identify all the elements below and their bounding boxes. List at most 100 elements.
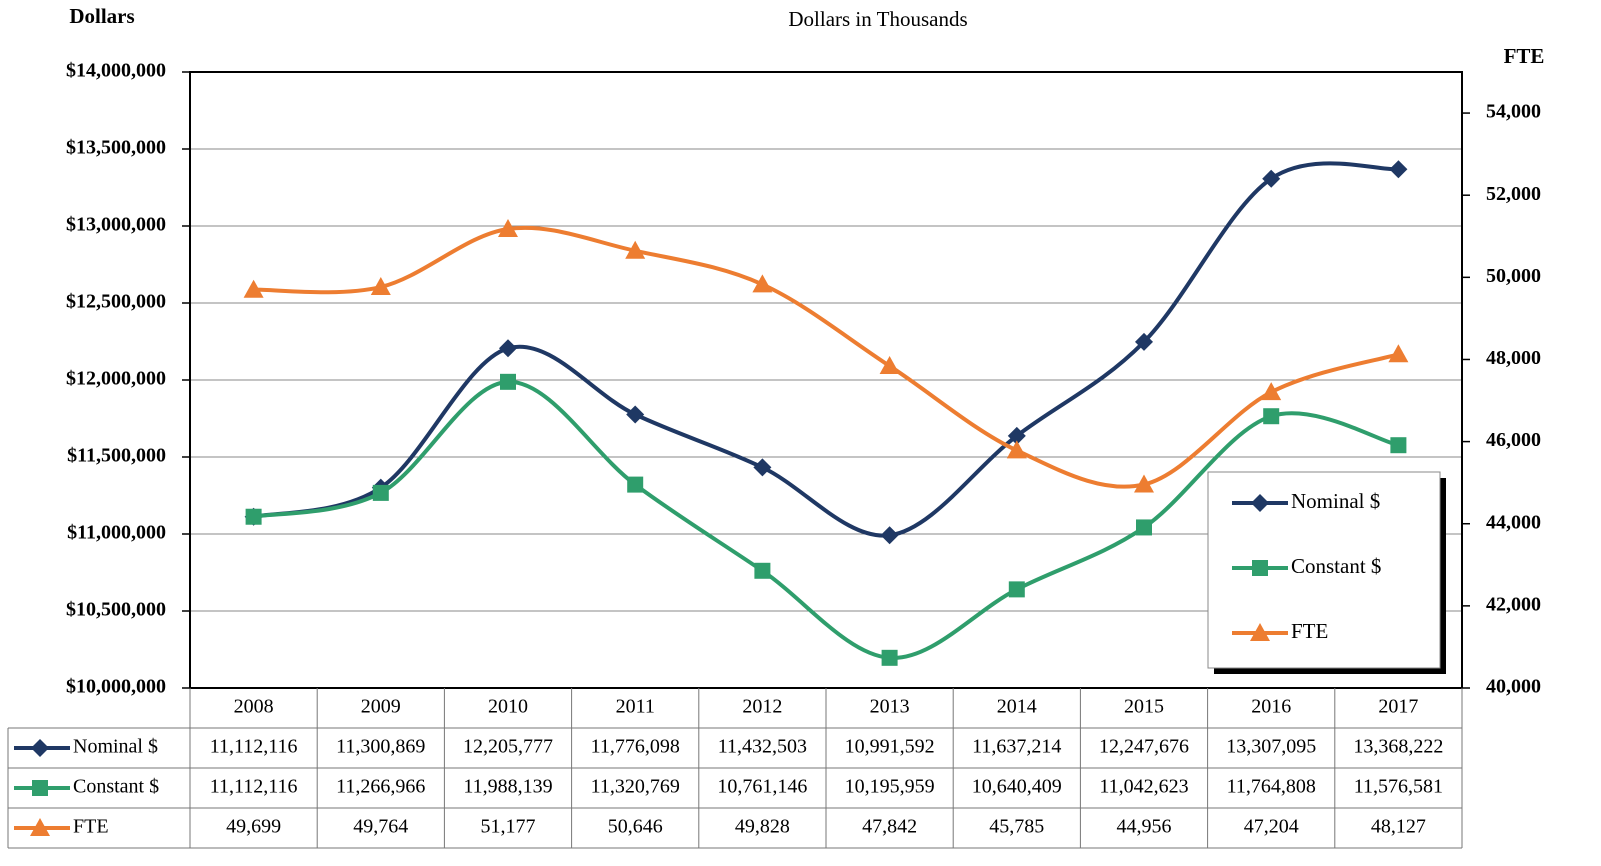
table-cell: 11,637,214	[972, 736, 1061, 758]
data-point	[500, 373, 516, 390]
table-row-label: FTE	[73, 816, 109, 838]
data-point	[1008, 581, 1025, 598]
table-cell: 12,247,676	[1099, 736, 1189, 758]
table-cell: 11,112,116	[210, 736, 298, 758]
table-cell: 49,699	[226, 816, 281, 838]
table-cell: 49,828	[735, 816, 790, 838]
x-tick-label: 2009	[361, 696, 401, 718]
y-tick-label: $10,000,000	[66, 676, 166, 698]
table-cell: 47,204	[1244, 816, 1299, 838]
legend: Nominal $ Constant $ FTE	[1207, 471, 1441, 669]
x-tick-label: 2015	[1124, 696, 1164, 718]
x-tick-label: 2008	[234, 696, 274, 718]
y-tick-label: $11,000,000	[67, 522, 166, 544]
legend-marker	[1252, 560, 1268, 576]
y2-tick-label: 46,000	[1486, 429, 1541, 451]
legend-label: FTE	[1291, 619, 1328, 643]
chart-title: Dollars in Thousands	[788, 7, 967, 31]
data-point	[880, 526, 899, 545]
legend-label: Nominal $	[1291, 489, 1380, 513]
table-cell: 11,764,808	[1227, 776, 1316, 798]
y-tick-label: $14,000,000	[66, 60, 166, 82]
legend-marker	[1250, 623, 1270, 641]
table-row-label: Nominal $	[73, 736, 158, 758]
x-tick-label: 2012	[742, 696, 782, 718]
data-point	[754, 562, 771, 579]
data-point	[1388, 344, 1409, 363]
table-cell: 47,842	[862, 816, 917, 838]
table-cell: 11,776,098	[591, 736, 680, 758]
series-line	[253, 161, 1399, 538]
y2-axis-label: FTE	[1504, 44, 1545, 68]
table-cell: 10,761,146	[717, 776, 807, 798]
y-axis-label: Dollars	[69, 4, 134, 28]
table-cell: 12,205,777	[463, 736, 553, 758]
data-point	[1135, 332, 1153, 351]
data-point	[879, 355, 900, 374]
table-cell: 11,576,581	[1354, 776, 1443, 798]
data-point	[1263, 408, 1280, 425]
x-tick-label: 2010	[488, 696, 528, 718]
table-cell: 10,640,409	[972, 776, 1062, 798]
legend-label: Constant $	[1291, 554, 1381, 578]
series-line	[253, 379, 1399, 660]
table-cell: 11,266,966	[336, 776, 425, 798]
x-tick-label: 2013	[870, 696, 910, 718]
legend-marker	[1251, 494, 1269, 512]
y2-tick-label: 42,000	[1486, 593, 1541, 615]
table-cell: 51,177	[481, 816, 536, 838]
table-cell: 11,112,116	[210, 776, 298, 798]
data-point	[1136, 519, 1152, 536]
data-point	[1006, 440, 1027, 459]
y2-tick-label: 54,000	[1486, 101, 1541, 123]
y-tick-label: $12,500,000	[66, 291, 166, 313]
data-point	[753, 458, 772, 477]
data-point	[245, 508, 262, 525]
series-line	[253, 225, 1399, 489]
table-cell: 49,764	[353, 816, 408, 838]
data-point	[1007, 426, 1026, 445]
data-point	[627, 476, 644, 493]
table-row-label: Constant $	[73, 776, 159, 798]
y2-tick-label: 40,000	[1486, 676, 1541, 698]
data-point	[243, 279, 264, 298]
data-point	[625, 240, 646, 259]
table-cell: 11,300,869	[336, 736, 425, 758]
data-point	[370, 277, 391, 296]
table-cell: 45,785	[989, 816, 1044, 838]
y2-tick-label: 44,000	[1486, 511, 1541, 533]
table-cell: 11,432,503	[718, 736, 807, 758]
y2-tick-label: 52,000	[1486, 183, 1541, 205]
table-cell: 11,988,139	[463, 776, 552, 798]
table-cell: 11,320,769	[591, 776, 680, 798]
y-tick-label: $13,000,000	[66, 214, 166, 236]
table-cell: 10,195,959	[845, 776, 935, 798]
x-tick-label: 2017	[1378, 696, 1418, 718]
data-point	[881, 649, 898, 666]
table-legend-marker	[30, 818, 50, 836]
data-point	[1262, 169, 1281, 188]
table-cell: 13,368,222	[1353, 736, 1443, 758]
y2-tick-label: 50,000	[1486, 265, 1541, 287]
data-point	[372, 484, 389, 501]
data-point	[499, 339, 517, 358]
y2-tick-label: 48,000	[1486, 347, 1541, 369]
table-cell: 44,956	[1117, 816, 1172, 838]
table-legend-marker	[31, 739, 49, 757]
data-point	[1390, 437, 1407, 454]
y-tick-label: $10,500,000	[66, 599, 166, 621]
x-tick-label: 2014	[997, 696, 1037, 718]
table-cell: 13,307,095	[1226, 736, 1316, 758]
y-tick-label: $13,500,000	[66, 137, 166, 159]
table-cell: 11,042,623	[1099, 776, 1188, 798]
table-cell: 10,991,592	[845, 736, 935, 758]
data-point	[1389, 160, 1408, 179]
data-table: 2008 2009 2010 2011 2012 2013 2014 2015 2016 2017…	[7, 688, 1463, 849]
data-point	[752, 274, 773, 293]
y-tick-label: $12,000,000	[66, 368, 166, 390]
data-point	[626, 405, 645, 424]
table-cell: 48,127	[1371, 816, 1426, 838]
data-point	[1261, 382, 1282, 401]
table-cell: 50,646	[608, 816, 663, 838]
